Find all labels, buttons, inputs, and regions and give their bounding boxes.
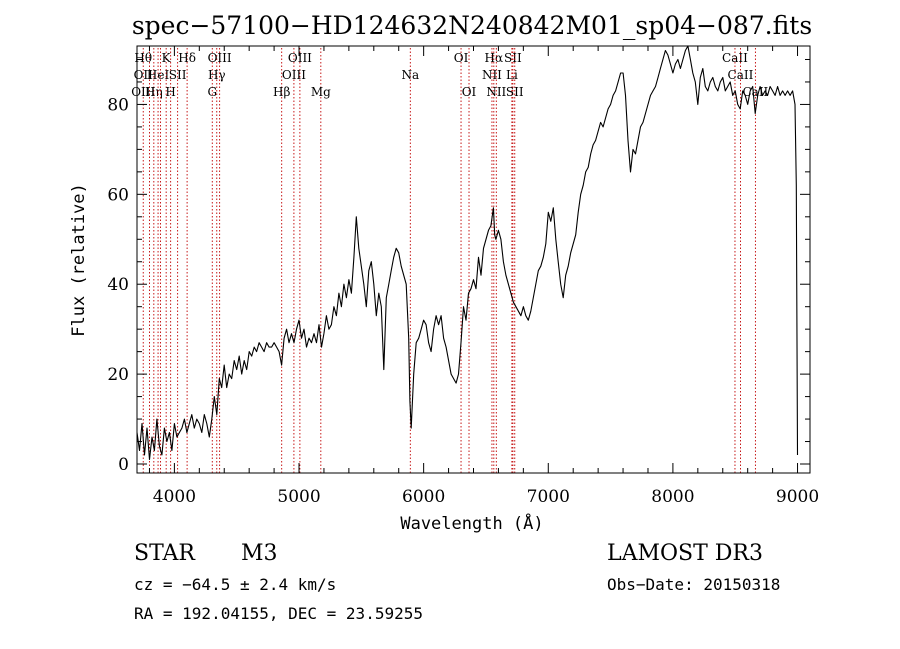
- x-tick-label: 9000: [776, 487, 819, 507]
- line-marker-label: OIII: [288, 51, 312, 65]
- spectrum-line: [136, 45, 799, 461]
- line-marker-label: SII: [169, 68, 187, 82]
- line-marker-label: H: [165, 85, 175, 99]
- ra-dec: RA = 192.04155, DEC = 23.59255: [134, 604, 423, 623]
- line-marker-label: Hγ: [208, 68, 226, 82]
- y-tick-label: 20: [107, 365, 129, 385]
- line-marker-label: Hθ: [134, 51, 152, 65]
- line-marker-label: HeI: [147, 68, 170, 82]
- observation-date: Obs−Date: 20150318: [607, 575, 780, 594]
- object-subclass: M3: [241, 541, 278, 566]
- y-tick-label: 0: [118, 455, 129, 475]
- x-axis-ticks: 4000 5000 6000 7000 8000 9000: [148, 46, 819, 507]
- line-marker-label: Hβ: [273, 85, 290, 99]
- line-marker-label: CaII: [728, 68, 754, 82]
- line-marker-label: Mg: [311, 85, 331, 99]
- x-tick-label: 7000: [527, 487, 570, 507]
- line-marker-label: OII: [134, 68, 154, 82]
- redshift-cz: cz = −64.5 ± 2.4 km/s: [134, 575, 336, 594]
- chart-title: spec−57100−HD124632N240842M01_sp04−087.f…: [132, 11, 812, 40]
- x-tick-label: 8000: [651, 487, 694, 507]
- line-marker-label: K: [162, 51, 172, 65]
- x-tick-label: 6000: [402, 487, 445, 507]
- y-tick-label: 60: [107, 185, 129, 205]
- y-axis-ticks: 0 20 40 60 80: [107, 58, 810, 475]
- plot-frame: [136, 45, 811, 474]
- line-marker-label: SII: [504, 51, 522, 65]
- line-marker-label: Hη: [145, 85, 163, 99]
- line-marker-label: OI: [462, 85, 477, 99]
- object-class: STAR: [134, 541, 196, 566]
- line-marker-label: NII: [482, 68, 502, 82]
- y-axis-label: Flux (relative): [69, 183, 89, 337]
- line-marker-label: G: [207, 85, 217, 99]
- line-marker-label: CaII: [722, 51, 748, 65]
- line-marker-label: OI: [454, 51, 469, 65]
- line-marker-label: SII: [506, 85, 524, 99]
- line-marker-label: NII: [486, 85, 506, 99]
- spectral-line-markers: HθOIIOIIIHηHeIKHSIIHδGHγOIIIHβOIIIOIIIMg…: [131, 48, 769, 473]
- y-tick-label: 80: [107, 95, 129, 115]
- line-marker-label: Hδ: [178, 51, 196, 65]
- x-tick-label: 4000: [153, 487, 196, 507]
- line-marker-label: Hα: [485, 51, 504, 65]
- y-tick-label: 40: [107, 275, 129, 295]
- line-marker-label: OIII: [208, 51, 232, 65]
- x-tick-label: 5000: [277, 487, 320, 507]
- survey-name: LAMOST DR3: [607, 541, 763, 566]
- line-marker-label: OIII: [282, 68, 306, 82]
- line-marker-label: Na: [401, 68, 419, 82]
- x-axis-label: Wavelength (Å): [400, 512, 543, 534]
- line-marker-label: Li: [506, 68, 518, 82]
